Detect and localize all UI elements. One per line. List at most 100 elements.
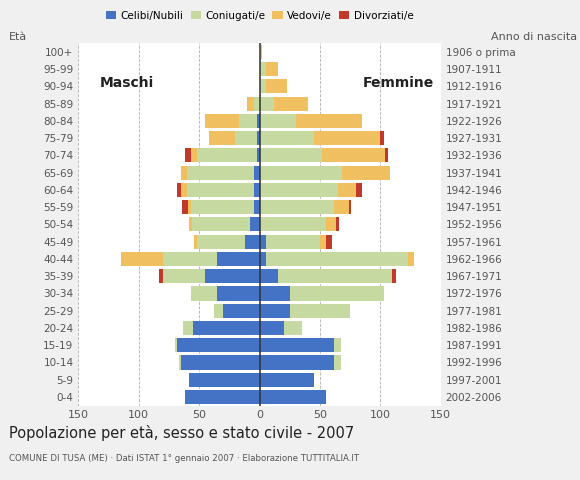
Bar: [342, 166, 390, 180]
Bar: [260, 114, 296, 128]
Bar: [326, 217, 336, 231]
Bar: [296, 114, 362, 128]
Bar: [239, 114, 257, 128]
Bar: [190, 217, 192, 231]
Bar: [284, 321, 302, 335]
Bar: [320, 235, 326, 249]
Bar: [335, 338, 340, 352]
Bar: [253, 96, 260, 111]
Bar: [213, 304, 223, 318]
Bar: [260, 62, 266, 76]
Bar: [163, 269, 205, 283]
Bar: [322, 148, 385, 162]
Bar: [205, 269, 260, 283]
Bar: [260, 390, 326, 404]
Bar: [260, 252, 266, 266]
Bar: [188, 200, 191, 214]
Bar: [260, 200, 335, 214]
Bar: [179, 355, 181, 370]
Bar: [191, 287, 218, 300]
Bar: [266, 79, 287, 94]
Text: Popolazione per età, sesso e stato civile - 2007: Popolazione per età, sesso e stato civil…: [9, 425, 354, 441]
Bar: [253, 183, 260, 197]
Bar: [260, 131, 314, 145]
Text: Femmine: Femmine: [363, 76, 434, 90]
Bar: [175, 338, 177, 352]
Bar: [181, 355, 260, 370]
Bar: [181, 166, 187, 180]
Bar: [245, 235, 260, 249]
Bar: [197, 148, 257, 162]
Bar: [260, 45, 262, 59]
Bar: [260, 355, 335, 370]
Bar: [187, 183, 253, 197]
Bar: [181, 183, 187, 197]
Bar: [260, 166, 342, 180]
Bar: [260, 304, 290, 318]
Bar: [183, 321, 193, 335]
Bar: [356, 183, 362, 197]
Bar: [290, 287, 384, 300]
Bar: [260, 183, 338, 197]
Bar: [235, 131, 257, 145]
Bar: [184, 148, 191, 162]
Bar: [260, 338, 335, 352]
Bar: [338, 183, 356, 197]
Text: Maschi: Maschi: [100, 76, 154, 90]
Bar: [380, 131, 384, 145]
Bar: [177, 338, 260, 352]
Bar: [408, 252, 414, 266]
Bar: [193, 321, 260, 335]
Bar: [257, 148, 260, 162]
Bar: [260, 79, 266, 94]
Bar: [260, 372, 314, 387]
Bar: [192, 217, 250, 231]
Bar: [177, 183, 181, 197]
Bar: [191, 200, 253, 214]
Bar: [385, 148, 387, 162]
Bar: [194, 235, 197, 249]
Bar: [248, 96, 253, 111]
Bar: [335, 355, 340, 370]
Bar: [187, 166, 253, 180]
Bar: [336, 217, 339, 231]
Bar: [191, 148, 197, 162]
Bar: [290, 304, 350, 318]
Bar: [260, 269, 278, 283]
Bar: [184, 390, 260, 404]
Text: Anno di nascita: Anno di nascita: [491, 32, 577, 42]
Bar: [218, 252, 260, 266]
Bar: [218, 287, 260, 300]
Bar: [393, 269, 396, 283]
Bar: [349, 200, 351, 214]
Bar: [197, 235, 245, 249]
Bar: [260, 217, 326, 231]
Bar: [250, 217, 260, 231]
Bar: [260, 148, 322, 162]
Text: COMUNE DI TUSA (ME) · Dati ISTAT 1° gennaio 2007 · Elaborazione TUTTITALIA.IT: COMUNE DI TUSA (ME) · Dati ISTAT 1° genn…: [9, 454, 359, 463]
Bar: [314, 131, 380, 145]
Bar: [266, 62, 278, 76]
Bar: [274, 96, 308, 111]
Legend: Celibi/Nubili, Coniugati/e, Vedovi/e, Divorziati/e: Celibi/Nubili, Coniugati/e, Vedovi/e, Di…: [102, 7, 418, 25]
Bar: [223, 304, 260, 318]
Text: Età: Età: [9, 32, 27, 42]
Bar: [209, 131, 235, 145]
Bar: [257, 131, 260, 145]
Bar: [257, 114, 260, 128]
Bar: [253, 200, 260, 214]
Bar: [163, 252, 218, 266]
Bar: [121, 252, 163, 266]
Bar: [335, 200, 349, 214]
Bar: [326, 235, 332, 249]
Bar: [260, 287, 290, 300]
Bar: [260, 235, 266, 249]
Bar: [260, 321, 284, 335]
Bar: [278, 269, 393, 283]
Bar: [160, 269, 163, 283]
Bar: [266, 252, 408, 266]
Bar: [260, 96, 274, 111]
Bar: [205, 114, 239, 128]
Bar: [253, 166, 260, 180]
Bar: [182, 200, 188, 214]
